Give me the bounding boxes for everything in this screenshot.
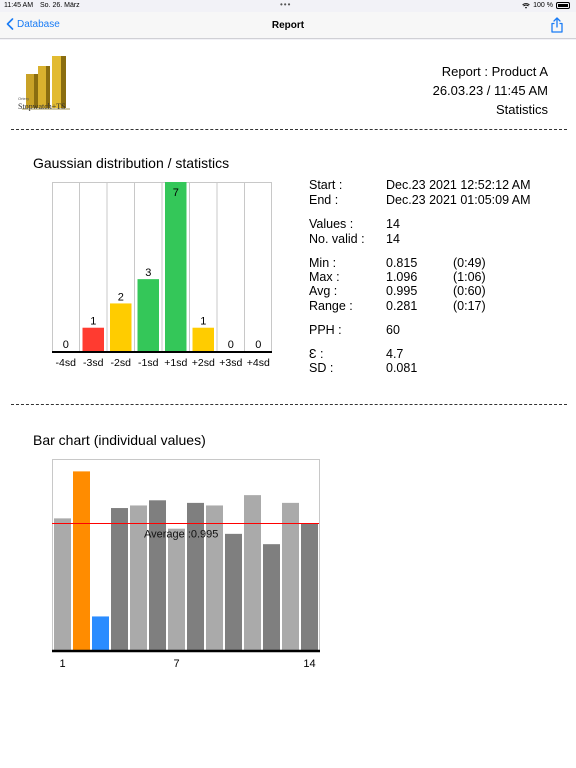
status-time: 11:45 AM — [4, 2, 34, 9]
range-label: Range : — [309, 299, 353, 313]
gaussian-distribution-chart: 0 1 2 3 7 1 0 0 -4sd -3sd -2sd -1sd +1sd +2sd +3sd +4sd — [52, 182, 272, 369]
avg-value: 0.995 — [386, 284, 418, 298]
bar-value-label: 1 — [90, 316, 96, 328]
status-bar: 11:45 AM So. 26. März ••• 100 % — [0, 0, 576, 12]
sd-label: SD : — [309, 361, 334, 375]
value-bar — [301, 523, 318, 650]
max-label: Max : — [309, 270, 340, 284]
min-time: (0:49) — [453, 256, 486, 270]
share-icon[interactable] — [550, 17, 564, 33]
report-subtitle: Statistics — [495, 102, 548, 117]
max-time: (1:06) — [453, 270, 486, 284]
average-label: Average :0.995 — [144, 529, 218, 541]
bar-value-label: 1 — [200, 316, 206, 328]
pph-label: PPH : — [309, 323, 342, 337]
divider — [11, 129, 567, 130]
value-bar — [282, 502, 299, 650]
range-time: (0:17) — [453, 299, 486, 313]
valid-label: No. valid : — [309, 232, 365, 246]
x-tick-label: +2sd — [192, 357, 215, 369]
values-label: Values : — [309, 217, 354, 231]
logo-small-text: Ortery — [18, 96, 30, 101]
start-value: Dec.23 2021 12:52:12 AM — [386, 178, 531, 192]
value-bar — [187, 502, 204, 650]
value-bar — [111, 508, 128, 650]
end-value: Dec.23 2021 01:05:09 AM — [386, 193, 531, 207]
valid-value: 14 — [386, 232, 400, 246]
min-label: Min : — [309, 256, 337, 270]
value-bar — [92, 616, 109, 650]
back-button-label: Database — [17, 18, 60, 30]
histogram-bar — [192, 327, 214, 352]
min-value: 0.815 — [386, 256, 418, 270]
start-label: Start : — [309, 178, 343, 192]
histogram-bar — [165, 182, 187, 352]
value-bar — [130, 505, 147, 650]
back-button[interactable]: Database — [6, 18, 60, 30]
epsilon-label: Ɛ : — [309, 347, 324, 361]
multitasking-dots-icon[interactable]: ••• — [280, 0, 292, 9]
x-tick-label: -1sd — [138, 357, 159, 369]
logo-brand-text: Stopwatch+TS — [18, 102, 66, 111]
status-date: So. 26. März — [40, 2, 80, 9]
wifi-icon — [522, 2, 530, 9]
histogram-bar — [137, 279, 159, 352]
bar-value-label: 0 — [228, 339, 234, 351]
value-bar — [54, 518, 71, 650]
value-bar — [168, 528, 185, 650]
value-bar — [73, 471, 90, 650]
x-tick-label: -4sd — [56, 357, 77, 369]
epsilon-value: 4.7 — [386, 347, 404, 361]
max-value: 1.096 — [386, 270, 418, 284]
value-bar — [206, 505, 223, 650]
nav-title: Report — [271, 20, 305, 31]
chevron-left-icon — [6, 18, 14, 30]
end-label: End : — [309, 193, 339, 207]
report-page: Ortery Stopwatch+TS Report : Product A 2… — [0, 40, 576, 768]
value-bar — [263, 544, 280, 650]
gauss-section-title: Gaussian distribution / statistics — [33, 155, 230, 171]
x-tick-label: +4sd — [247, 357, 270, 369]
sd-value: 0.081 — [386, 361, 418, 375]
histogram-bar — [82, 327, 104, 352]
x-tick-label: +1sd — [164, 357, 187, 369]
bar-value-label: 7 — [173, 187, 179, 199]
range-value: 0.281 — [386, 299, 418, 313]
avg-label: Avg : — [309, 284, 338, 298]
bar-value-label: 2 — [118, 291, 124, 303]
bar-value-label: 0 — [255, 339, 261, 351]
value-bar — [149, 500, 166, 650]
navigation-bar: Database Report — [0, 12, 576, 39]
stopwatch-ts-logo — [22, 56, 70, 110]
bar-value-label: 0 — [63, 339, 69, 351]
x-tick-label: -2sd — [111, 357, 132, 369]
battery-icon — [556, 2, 570, 9]
divider — [11, 404, 567, 405]
report-datetime: 26.03.23 / 11:45 AM — [432, 83, 548, 98]
report-title: Report : Product A — [441, 64, 548, 79]
individual-values-bar-chart: Average :0.995 1 7 14 — [52, 459, 320, 670]
histogram-bar — [110, 303, 132, 352]
x-tick-label: 7 — [173, 658, 179, 670]
bar-value-label: 3 — [145, 267, 151, 279]
pph-value: 60 — [386, 323, 400, 337]
x-tick-label: 1 — [59, 658, 65, 670]
battery-percent: 100 % — [533, 2, 553, 9]
x-tick-label: 14 — [303, 658, 315, 670]
values-value: 14 — [386, 217, 400, 231]
bar-section-title: Bar chart (individual values) — [33, 432, 206, 448]
x-tick-label: +3sd — [219, 357, 242, 369]
value-bar — [225, 533, 242, 650]
x-tick-label: -3sd — [83, 357, 104, 369]
avg-time: (0:60) — [453, 284, 486, 298]
value-bar — [244, 495, 261, 650]
